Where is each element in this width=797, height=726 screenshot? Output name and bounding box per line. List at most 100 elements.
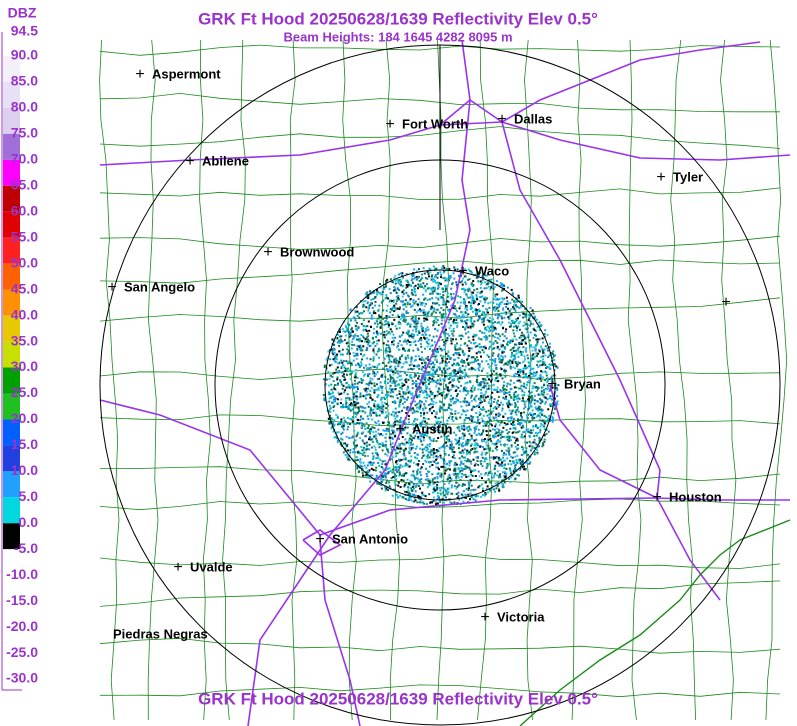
- echo-pixel: [556, 395, 559, 398]
- echo-pixel: [441, 407, 444, 410]
- echo-pixel: [453, 370, 456, 373]
- echo-pixel: [442, 277, 445, 280]
- echo-pixel: [442, 290, 445, 293]
- echo-pixel: [444, 301, 447, 304]
- echo-pixel: [375, 457, 378, 460]
- echo-pixel: [399, 379, 401, 381]
- echo-pixel: [404, 349, 407, 352]
- echo-pixel: [530, 345, 532, 348]
- echo-pixel: [539, 429, 542, 432]
- echo-pixel: [497, 415, 500, 418]
- echo-pixel: [472, 302, 475, 305]
- echo-pixel: [494, 464, 497, 467]
- echo-pixel: [410, 363, 413, 366]
- echo-pixel: [497, 380, 500, 383]
- echo-pixel: [441, 296, 443, 299]
- echo-pixel: [543, 361, 546, 364]
- echo-pixel: [481, 318, 483, 321]
- echo-pixel: [490, 380, 493, 383]
- echo-pixel: [498, 314, 501, 317]
- echo-pixel: [488, 334, 491, 337]
- echo-pixel: [421, 302, 424, 304]
- echo-pixel: [416, 320, 419, 323]
- echo-pixel: [448, 268, 451, 270]
- echo-pixel: [435, 380, 438, 383]
- echo-pixel: [519, 423, 522, 426]
- echo-pixel: [399, 272, 402, 275]
- echo-pixel: [450, 337, 453, 340]
- echo-pixel: [362, 300, 365, 303]
- echo-pixel: [424, 400, 427, 403]
- echo-pixel: [504, 355, 507, 358]
- echo-pixel: [351, 408, 354, 411]
- echo-pixel: [514, 304, 517, 307]
- echo-pixel: [505, 303, 508, 306]
- echo-pixel: [537, 338, 540, 341]
- echo-pixel: [408, 493, 411, 496]
- echo-pixel: [355, 306, 358, 309]
- echo-pixel: [399, 494, 402, 497]
- echo-pixel: [332, 380, 335, 383]
- echo-pixel: [490, 456, 493, 459]
- echo-pixel: [478, 406, 481, 408]
- echo-pixel: [450, 484, 453, 487]
- echo-pixel: [348, 323, 351, 326]
- echo-pixel: [519, 380, 522, 383]
- echo-pixel: [388, 315, 391, 318]
- echo-pixel: [427, 480, 430, 482]
- echo-pixel: [398, 473, 401, 476]
- echo-pixel: [353, 379, 356, 382]
- echo-pixel: [521, 361, 524, 364]
- echo-pixel: [365, 434, 367, 437]
- echo-pixel: [372, 297, 375, 300]
- echo-pixel: [431, 375, 434, 378]
- echo-pixel: [471, 408, 474, 411]
- echo-pixel: [483, 332, 486, 334]
- echo-pixel: [538, 321, 541, 324]
- echo-pixel: [470, 320, 472, 323]
- echo-pixel: [491, 424, 493, 427]
- echo-pixel: [368, 382, 371, 384]
- echo-pixel: [481, 313, 484, 316]
- echo-pixel: [516, 437, 519, 440]
- echo-pixel: [443, 450, 446, 453]
- echo-pixel: [424, 364, 427, 367]
- echo-pixel: [415, 410, 418, 413]
- echo-pixel: [531, 375, 534, 378]
- echo-pixel: [480, 460, 483, 463]
- echo-pixel: [380, 376, 383, 378]
- echo-pixel: [451, 456, 454, 459]
- echo-pixel: [442, 465, 445, 468]
- echo-pixel: [435, 420, 438, 423]
- echo-pixel: [500, 390, 503, 393]
- echo-pixel: [529, 461, 532, 464]
- echo-pixel: [401, 442, 404, 445]
- echo-pixel: [466, 278, 469, 281]
- echo-pixel: [393, 400, 396, 403]
- echo-pixel: [409, 402, 412, 405]
- echo-pixel: [436, 319, 439, 322]
- echo-pixel: [383, 357, 386, 360]
- echo-pixel: [375, 474, 378, 477]
- echo-pixel: [404, 497, 407, 500]
- echo-pixel: [474, 368, 477, 371]
- echo-pixel: [467, 326, 470, 329]
- echo-pixel: [404, 438, 407, 441]
- echo-pixel: [358, 340, 361, 343]
- echo-pixel: [543, 414, 546, 417]
- echo-pixel: [484, 334, 487, 337]
- echo-pixel: [336, 366, 339, 369]
- echo-pixel: [361, 355, 364, 358]
- echo-pixel: [369, 407, 372, 410]
- echo-pixel: [468, 402, 471, 404]
- echo-pixel: [418, 279, 421, 282]
- echo-pixel: [436, 302, 439, 305]
- echo-pixel: [516, 448, 519, 451]
- echo-pixel: [367, 426, 370, 429]
- echo-pixel: [512, 423, 514, 426]
- echo-pixel: [356, 347, 359, 350]
- echo-pixel: [492, 401, 495, 403]
- echo-pixel: [478, 351, 481, 354]
- echo-pixel: [504, 412, 507, 415]
- echo-pixel: [492, 283, 495, 286]
